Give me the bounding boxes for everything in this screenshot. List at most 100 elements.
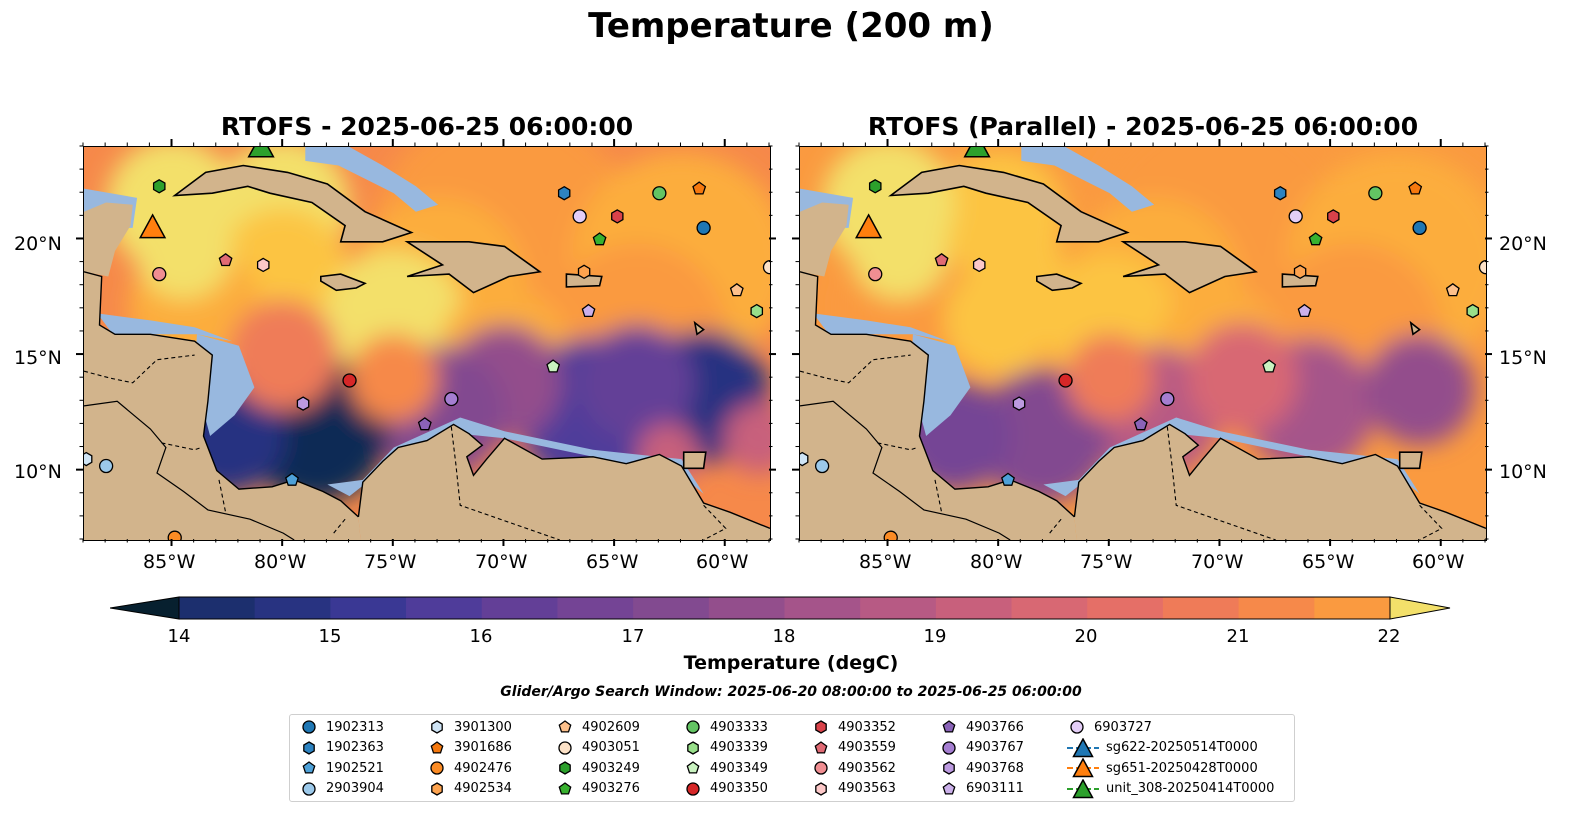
island xyxy=(1281,273,1319,288)
island xyxy=(404,241,542,294)
observation-marker-3901300 xyxy=(800,451,809,467)
observation-marker-1902521 xyxy=(285,472,299,486)
country-border xyxy=(703,504,727,540)
colorbar-segment xyxy=(330,597,407,619)
land xyxy=(84,147,361,540)
colorbar-segment xyxy=(557,597,634,619)
legend-item: 4903563 xyxy=(810,779,896,799)
observation-marker-sg651-20250428T0000 xyxy=(138,213,167,239)
legend-label: 4903768 xyxy=(966,760,1024,776)
legend-item: 4902476 xyxy=(426,758,512,778)
legend-item: 4903562 xyxy=(810,758,896,778)
observation-marker-4903768 xyxy=(296,396,310,411)
lon-tick-label: 75°W xyxy=(364,551,417,573)
observation-marker-4903349 xyxy=(546,359,561,373)
legend-marker-icon xyxy=(943,761,955,775)
legend-marker-icon xyxy=(1070,720,1084,734)
colorbar-segment xyxy=(1314,597,1391,619)
observation-marker-4902476 xyxy=(883,530,898,540)
colorbar-segment xyxy=(406,597,483,619)
map-panel-rtofs[interactable] xyxy=(83,146,771,541)
country-border xyxy=(877,442,918,451)
observation-marker-4903768 xyxy=(1012,396,1026,411)
legend-label: 3901686 xyxy=(454,740,512,755)
legend-label: 4903333 xyxy=(710,719,768,735)
colorbar-segment xyxy=(1011,597,1088,619)
observation-marker-6903727 xyxy=(1288,209,1303,224)
legend-marker-icon xyxy=(686,720,700,734)
observation-marker-4903339 xyxy=(1466,303,1480,319)
panel-title-left: RTOFS - 2025-06-25 06:00:00 xyxy=(220,112,634,141)
shelf-area xyxy=(1043,417,1420,497)
island xyxy=(172,164,414,243)
lon-tick-label: 80°W xyxy=(970,551,1023,573)
country-border xyxy=(1047,518,1062,536)
island xyxy=(1398,451,1423,470)
colorbar-segment xyxy=(1162,597,1240,619)
lat-tick-label: 10°N xyxy=(14,461,62,483)
country-border xyxy=(934,479,943,513)
observation-marker-4903766 xyxy=(417,417,432,431)
observation-marker-4903766 xyxy=(1133,417,1148,431)
observation-marker-4903051 xyxy=(762,260,770,275)
observation-marker-6903111 xyxy=(581,303,596,318)
colorbar-tick-label: 14 xyxy=(167,626,191,647)
observation-marker-4903333 xyxy=(1368,186,1383,201)
legend-item: 4903350 xyxy=(682,779,768,799)
legend-item: unit_308-20250414T0000 xyxy=(1066,778,1275,799)
observation-marker-4903350 xyxy=(1058,373,1073,388)
land xyxy=(800,147,1077,540)
legend-marker-icon xyxy=(1067,737,1099,757)
observation-marker-4903559 xyxy=(218,252,233,267)
lon-tick-label: 85°W xyxy=(143,551,196,573)
legend-marker-icon xyxy=(430,761,444,775)
observation-marker-4903559 xyxy=(934,252,949,267)
colorbar-tick-label: 16 xyxy=(469,626,493,647)
observation-marker-4903562 xyxy=(868,266,883,282)
legend-marker-icon xyxy=(431,781,443,796)
country-border xyxy=(331,518,346,536)
legend-label: 4903766 xyxy=(966,719,1024,735)
island xyxy=(1409,320,1421,336)
legend-item: 6903727 xyxy=(1066,717,1152,737)
lat-tick-label: 15°N xyxy=(14,347,62,369)
legend: 1902313 1902363 1902521 2903904 3901300 39016… xyxy=(289,714,1295,802)
colorbar-tick-label: 15 xyxy=(318,626,342,647)
legend-marker-icon xyxy=(686,761,700,774)
island xyxy=(320,273,367,292)
legend-marker-icon xyxy=(558,720,572,733)
colorbar-tick-label: 21 xyxy=(1226,626,1250,647)
observation-marker-4903562 xyxy=(152,266,167,282)
lon-tick-label: 65°W xyxy=(586,551,639,573)
legend-label: 2903904 xyxy=(326,781,384,796)
observation-marker-4903767 xyxy=(1160,391,1175,407)
legend-label: 4903767 xyxy=(966,740,1024,755)
legend-label: 1902363 xyxy=(326,740,384,755)
legend-item: 6903111 xyxy=(938,779,1024,799)
search-window-text: Glider/Argo Search Window: 2025-06-20 08… xyxy=(500,684,1082,700)
coastline xyxy=(800,400,1011,540)
map-canvas-rtofs xyxy=(84,147,770,540)
legend-item: 4903333 xyxy=(682,717,768,737)
legend-item: 4902534 xyxy=(426,779,512,799)
observation-marker-6903111 xyxy=(1297,303,1312,318)
observation-marker-unit_308-20250414T0000 xyxy=(247,147,275,158)
shelf-area xyxy=(305,147,439,212)
legend-label: unit_308-20250414T0000 xyxy=(1106,781,1275,796)
coastline xyxy=(1073,423,1486,530)
colorbar-extend-low xyxy=(110,596,180,620)
lon-tick-label: 70°W xyxy=(1191,551,1244,573)
legend-marker-icon xyxy=(1067,778,1099,798)
legend-label: 4903276 xyxy=(582,781,640,796)
legend-marker-icon xyxy=(431,720,443,734)
legend-label: 6903111 xyxy=(966,781,1024,796)
colorbar-segment xyxy=(1238,597,1315,619)
legend-item: 1902521 xyxy=(298,758,384,778)
coastline xyxy=(84,271,359,518)
legend-marker-icon xyxy=(942,740,956,755)
island xyxy=(1036,273,1083,292)
observation-marker-4903339 xyxy=(750,303,764,319)
map-panel-parallel[interactable] xyxy=(799,146,1487,541)
legend-marker-icon xyxy=(430,740,444,754)
colorbar-segment xyxy=(708,597,785,619)
